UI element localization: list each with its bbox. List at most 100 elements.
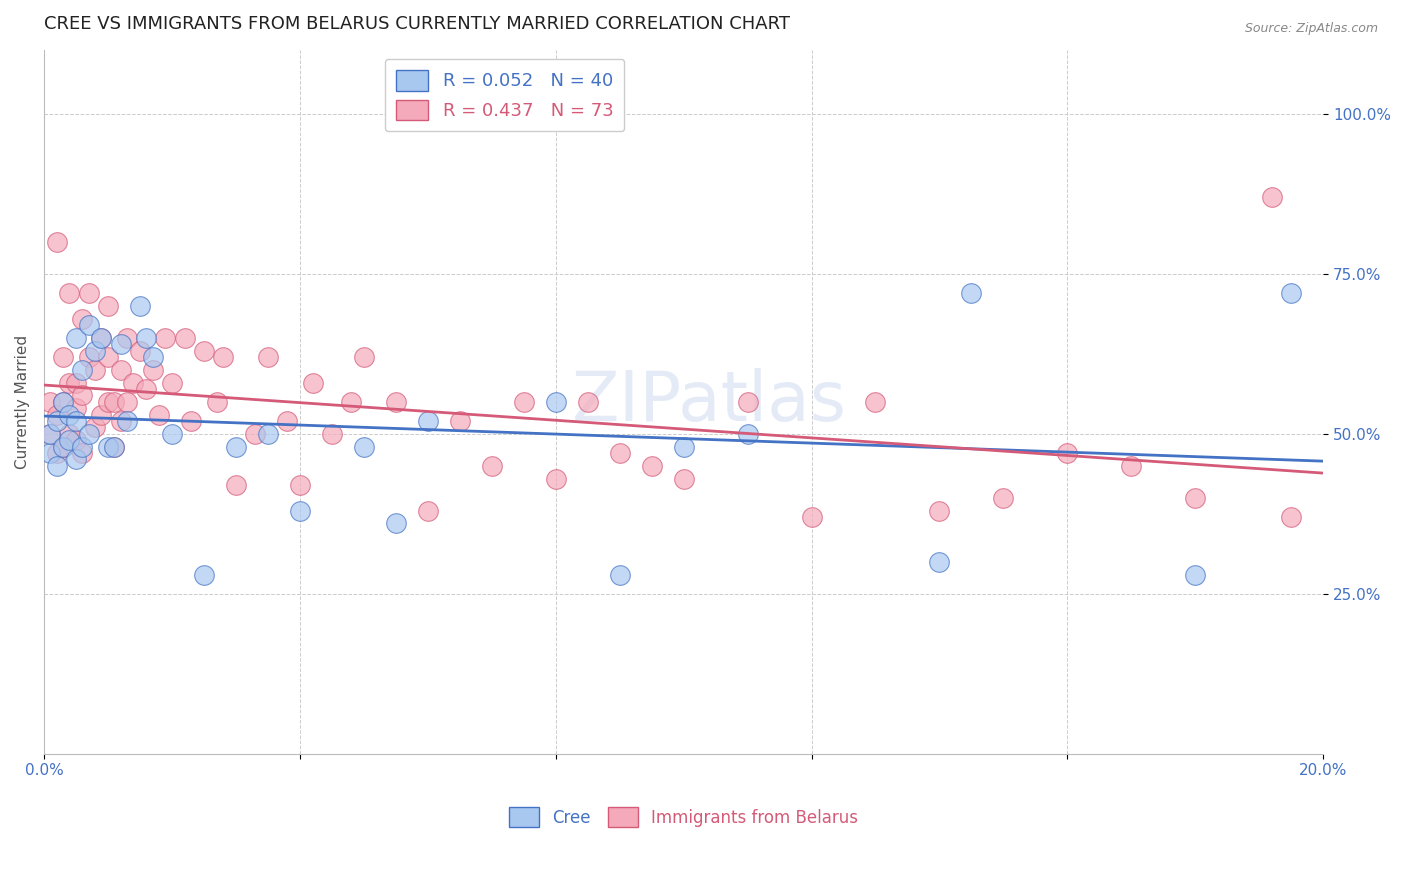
Y-axis label: Currently Married: Currently Married (15, 334, 30, 469)
Text: Source: ZipAtlas.com: Source: ZipAtlas.com (1244, 22, 1378, 36)
Point (58, 426, 80, 441)
Point (90, 331, 112, 345)
Point (256, 426, 278, 441)
Point (97, 299, 120, 313)
Point (52, 394, 75, 409)
Point (58, 408, 80, 422)
Point (160, 376, 183, 390)
Point (115, 414, 138, 428)
Point (128, 299, 150, 313)
Point (288, 478, 311, 492)
Point (800, 510, 823, 524)
Point (84, 420, 107, 434)
Point (276, 414, 298, 428)
Point (128, 343, 150, 358)
Point (384, 516, 406, 531)
Point (97, 440, 120, 454)
Legend: Cree, Immigrants from Belarus: Cree, Immigrants from Belarus (502, 801, 865, 833)
Point (481, 458, 503, 473)
Point (1121, 458, 1143, 473)
Point (77, 318, 100, 332)
Text: ZIPatlas: ZIPatlas (572, 368, 846, 435)
Point (1279, 510, 1302, 524)
Point (58, 433, 80, 447)
Point (640, 458, 662, 473)
Point (39, 394, 62, 409)
Point (39, 446, 62, 460)
Point (84, 343, 107, 358)
Point (72, 363, 94, 377)
Point (1261, 190, 1284, 204)
Point (52, 350, 75, 364)
Point (1056, 446, 1078, 460)
Point (110, 414, 132, 428)
Point (148, 408, 170, 422)
Point (142, 350, 165, 364)
Point (142, 363, 165, 377)
Point (77, 426, 100, 441)
Point (103, 440, 125, 454)
Point (72, 446, 94, 460)
Point (1184, 567, 1206, 582)
Point (576, 394, 599, 409)
Point (65, 401, 87, 416)
Point (544, 471, 567, 485)
Point (122, 376, 145, 390)
Point (212, 350, 235, 364)
Point (288, 503, 311, 517)
Point (65, 331, 87, 345)
Point (865, 394, 887, 409)
Point (90, 408, 112, 422)
Point (340, 394, 363, 409)
Point (72, 440, 94, 454)
Point (135, 331, 157, 345)
Point (90, 331, 112, 345)
Point (72, 388, 94, 402)
Point (103, 394, 125, 409)
Point (1184, 491, 1206, 505)
Point (256, 350, 278, 364)
Point (72, 311, 94, 326)
Point (609, 446, 631, 460)
Point (225, 440, 247, 454)
Point (58, 376, 80, 390)
Point (45, 414, 67, 428)
Point (353, 440, 375, 454)
Point (97, 350, 120, 364)
Point (52, 440, 75, 454)
Point (77, 350, 100, 364)
Point (928, 555, 950, 569)
Point (449, 414, 471, 428)
Point (544, 394, 567, 409)
Point (52, 440, 75, 454)
Point (97, 394, 120, 409)
Point (301, 376, 323, 390)
Point (512, 394, 534, 409)
Point (321, 426, 343, 441)
Point (65, 433, 87, 447)
Point (205, 394, 228, 409)
Point (110, 363, 132, 377)
Point (737, 426, 759, 441)
Point (416, 503, 439, 517)
Point (384, 394, 406, 409)
Point (135, 382, 157, 396)
Point (193, 567, 215, 582)
Point (225, 478, 247, 492)
Point (155, 331, 177, 345)
Point (416, 414, 439, 428)
Point (39, 426, 62, 441)
Point (672, 440, 695, 454)
Point (173, 331, 195, 345)
Point (243, 426, 266, 441)
Point (115, 394, 138, 409)
Point (45, 446, 67, 460)
Point (193, 343, 215, 358)
Point (672, 471, 695, 485)
Point (180, 414, 202, 428)
Point (110, 337, 132, 351)
Point (65, 452, 87, 467)
Text: CREE VS IMMIGRANTS FROM BELARUS CURRENTLY MARRIED CORRELATION CHART: CREE VS IMMIGRANTS FROM BELARUS CURRENTL… (44, 15, 790, 33)
Point (58, 285, 80, 300)
Point (993, 491, 1015, 505)
